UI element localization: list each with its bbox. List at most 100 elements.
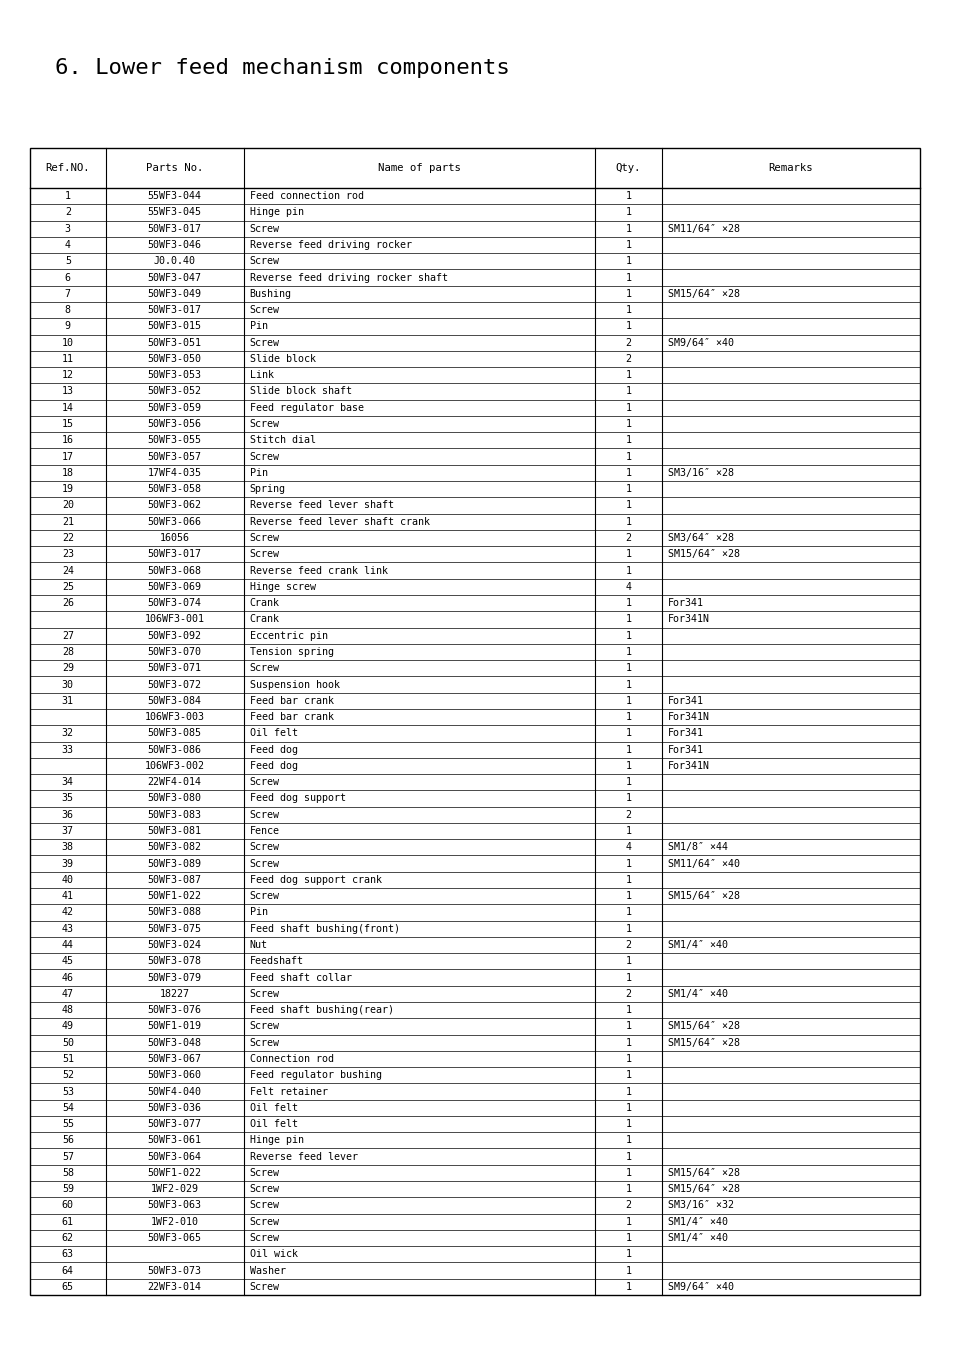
Text: 1: 1 [625,745,631,755]
Text: Slide block: Slide block [250,354,315,364]
Text: 50WF3-015: 50WF3-015 [148,321,201,331]
Text: Screw: Screw [250,988,279,999]
Text: SM15/64″ ×28: SM15/64″ ×28 [667,1038,740,1048]
Text: 10: 10 [62,338,73,348]
Text: Feed dog support: Feed dog support [250,794,345,803]
Text: 4: 4 [625,842,631,852]
Text: Screw: Screw [250,810,279,819]
Text: Feed bar crank: Feed bar crank [250,711,334,722]
Text: 50WF3-036: 50WF3-036 [148,1103,201,1112]
Text: 1: 1 [625,1038,631,1048]
Text: Parts No.: Parts No. [146,163,203,173]
Text: SM3/16″ ×28: SM3/16″ ×28 [667,468,733,478]
Text: 50WF3-052: 50WF3-052 [148,386,201,397]
Text: 1: 1 [625,468,631,478]
Text: Hinge screw: Hinge screw [250,582,315,591]
Text: 1: 1 [625,1282,631,1292]
Text: Screw: Screw [250,842,279,852]
Text: 50WF3-086: 50WF3-086 [148,745,201,755]
Text: 47: 47 [62,988,73,999]
Text: 59: 59 [62,1184,73,1195]
Text: 50WF1-022: 50WF1-022 [148,1168,201,1179]
Text: 54: 54 [62,1103,73,1112]
Text: 2: 2 [625,1200,631,1211]
Text: 30: 30 [62,679,73,690]
Text: 52: 52 [62,1071,73,1080]
Text: SM15/64″ ×28: SM15/64″ ×28 [667,549,740,559]
Text: 24: 24 [62,566,73,575]
Text: SM1/4″ ×40: SM1/4″ ×40 [667,988,727,999]
Text: Tension spring: Tension spring [250,647,334,657]
Text: 50WF4-040: 50WF4-040 [148,1087,201,1096]
Text: 43: 43 [62,923,73,934]
Text: 50WF3-079: 50WF3-079 [148,972,201,983]
Text: 1: 1 [625,1168,631,1179]
Text: Eccentric pin: Eccentric pin [250,630,327,641]
Text: SM3/64″ ×28: SM3/64″ ×28 [667,533,733,543]
Text: 50WF3-066: 50WF3-066 [148,517,201,526]
Text: 8: 8 [65,305,71,315]
Text: Washer: Washer [250,1265,285,1276]
Text: 1: 1 [625,1135,631,1145]
Text: 1: 1 [625,517,631,526]
Text: 50WF3-077: 50WF3-077 [148,1119,201,1129]
Text: 1: 1 [625,1087,631,1096]
Text: SM15/64″ ×28: SM15/64″ ×28 [667,1022,740,1031]
Text: 1: 1 [625,224,631,234]
Text: Screw: Screw [250,1216,279,1227]
Text: 1: 1 [625,452,631,462]
Text: 50WF3-080: 50WF3-080 [148,794,201,803]
Text: 4: 4 [625,582,631,591]
Text: 17: 17 [62,452,73,462]
Text: Screw: Screw [250,533,279,543]
Text: Screw: Screw [250,1184,279,1195]
Text: 27: 27 [62,630,73,641]
Text: 50WF3-085: 50WF3-085 [148,729,201,738]
Text: 50WF3-051: 50WF3-051 [148,338,201,348]
Text: 50WF3-046: 50WF3-046 [148,240,201,250]
Text: 1: 1 [625,875,631,884]
Text: 50WF3-050: 50WF3-050 [148,354,201,364]
Text: 50WF3-069: 50WF3-069 [148,582,201,591]
Text: SM9/64″ ×40: SM9/64″ ×40 [667,338,733,348]
Text: 55: 55 [62,1119,73,1129]
Text: 50WF3-017: 50WF3-017 [148,224,201,234]
Text: 50WF3-064: 50WF3-064 [148,1152,201,1161]
Text: 42: 42 [62,907,73,918]
Text: 7: 7 [65,289,71,298]
Text: 6: 6 [65,273,71,282]
Text: 53: 53 [62,1087,73,1096]
Text: 2: 2 [65,208,71,217]
Text: 31: 31 [62,695,73,706]
Text: Screw: Screw [250,891,279,902]
Text: SM1/4″ ×40: SM1/4″ ×40 [667,1233,727,1243]
Text: 1: 1 [625,1233,631,1243]
Text: 35: 35 [62,794,73,803]
Text: 33: 33 [62,745,73,755]
Text: 16: 16 [62,435,73,446]
Text: 14: 14 [62,402,73,413]
Text: 1: 1 [625,240,631,250]
Text: Feed regulator bushing: Feed regulator bushing [250,1071,381,1080]
Text: 50WF3-087: 50WF3-087 [148,875,201,884]
Text: 63: 63 [62,1249,73,1260]
Text: For341N: For341N [667,614,709,625]
Text: 1: 1 [625,1103,631,1112]
Text: Feed dog support crank: Feed dog support crank [250,875,381,884]
Text: Screw: Screw [250,1168,279,1179]
Text: 22WF3-014: 22WF3-014 [148,1282,201,1292]
Text: Screw: Screw [250,859,279,868]
Text: 4: 4 [65,240,71,250]
Text: 50WF3-056: 50WF3-056 [148,418,201,429]
Text: SM3/16″ ×32: SM3/16″ ×32 [667,1200,733,1211]
Text: 1: 1 [625,826,631,836]
Text: 20: 20 [62,501,73,510]
Text: 44: 44 [62,940,73,950]
Text: 1: 1 [625,598,631,608]
Text: 1: 1 [625,1216,631,1227]
Text: 50WF3-049: 50WF3-049 [148,289,201,298]
Text: 50: 50 [62,1038,73,1048]
Text: 1: 1 [625,370,631,381]
Text: 1: 1 [625,891,631,902]
Text: Feed dog: Feed dog [250,761,297,771]
